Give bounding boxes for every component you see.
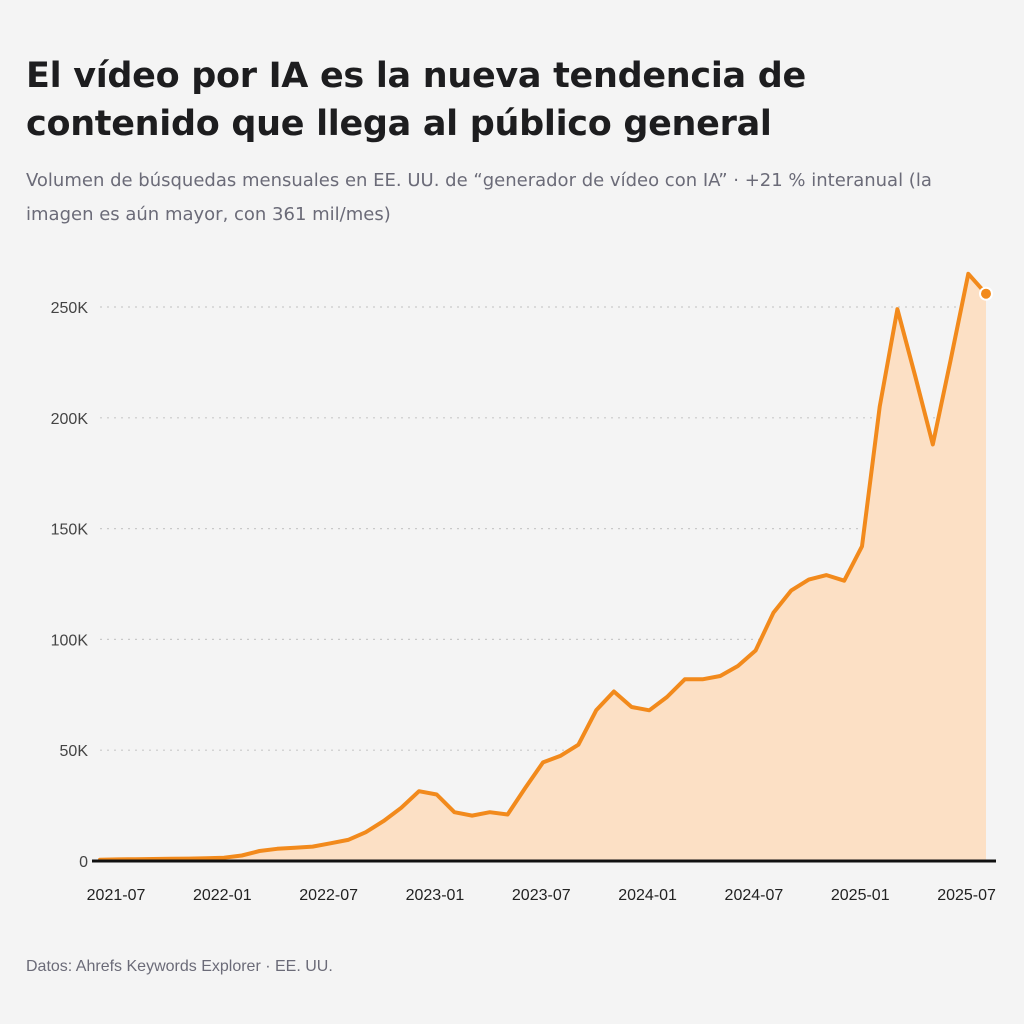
y-tick-label: 100K <box>51 632 89 649</box>
x-tick-label: 2025-07 <box>937 887 996 904</box>
area-fill <box>100 273 986 861</box>
x-tick-label: 2024-01 <box>618 887 677 904</box>
y-tick-label: 0 <box>79 854 88 871</box>
data-points <box>979 286 993 301</box>
gridlines <box>100 306 986 751</box>
y-tick-label: 200K <box>51 411 89 428</box>
x-tick-label: 2024-07 <box>725 887 784 904</box>
y-tick-label: 150K <box>51 522 89 539</box>
chart-subtitle: Volumen de búsquedas mensuales en EE. UU… <box>26 170 932 225</box>
source-note: Datos: Ahrefs Keywords Explorer · EE. UU… <box>26 958 333 975</box>
x-axis-ticks: 2021-07 2022-01 2022-07 2023-01 2023-07 2024-… <box>87 887 996 904</box>
x-tick-label: 2021-07 <box>87 887 146 904</box>
y-axis-ticks: 0 50K 100K 150K 200K 250K <box>51 300 89 871</box>
x-tick-label: 2025-01 <box>831 887 890 904</box>
x-tick-label: 2023-07 <box>512 887 571 904</box>
x-tick-label: 2022-01 <box>193 887 252 904</box>
series-line <box>98 271 988 862</box>
chart-title: El vídeo por IA es la nueva tendencia de… <box>26 56 806 144</box>
y-tick-label: 250K <box>51 300 89 317</box>
x-tick-label: 2022-07 <box>299 887 358 904</box>
last-data-point <box>979 286 993 301</box>
y-tick-label: 50K <box>60 743 89 760</box>
x-tick-label: 2023-01 <box>406 887 465 904</box>
